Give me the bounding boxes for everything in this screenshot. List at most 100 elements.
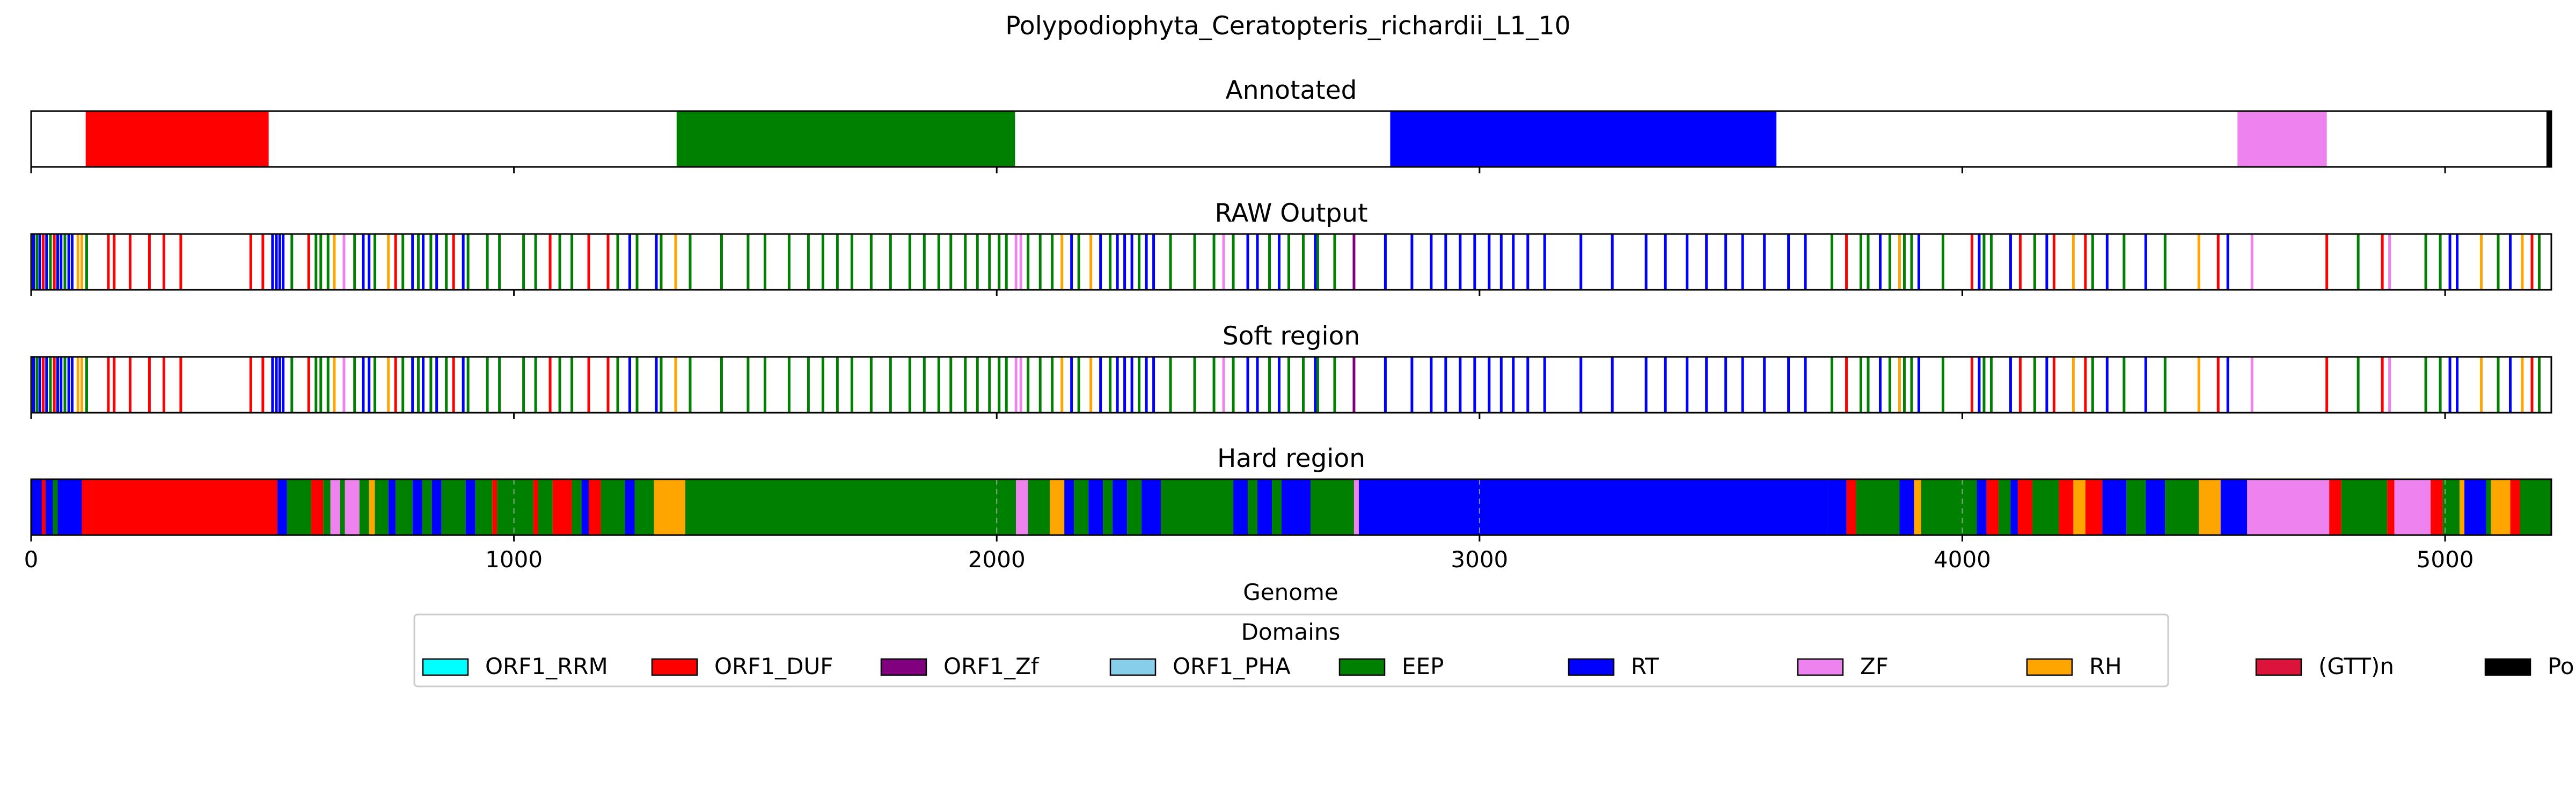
x-tick-label: 2000	[968, 546, 1026, 573]
legend-swatch	[651, 658, 698, 676]
segment-EEP	[1074, 479, 1089, 535]
segment-RT	[1088, 479, 1103, 535]
segment-EEP	[422, 479, 432, 535]
panel-annotated: Annotated	[30, 76, 2552, 173]
segment-ORF1_DUF	[2017, 479, 2032, 535]
segment-RT	[2464, 479, 2486, 535]
legend-entry-polia: PoliA	[2484, 653, 2576, 679]
segment-EEP	[441, 479, 466, 535]
chart-title: Polypodiophyta_Ceratopteris_richardii_L1…	[1005, 11, 1570, 41]
segment-RT	[431, 479, 442, 535]
legend-label: EEP	[1402, 653, 1444, 679]
segment-EEP	[340, 479, 345, 535]
panel-frame	[30, 478, 2552, 536]
segment-EEP	[2486, 479, 2491, 535]
segment-ZF	[2237, 111, 2327, 167]
segment-EEP	[475, 479, 493, 535]
segment-EEP	[1310, 479, 1354, 535]
legend-label: (GTT)n	[2318, 653, 2394, 679]
segment-ZF	[1016, 479, 1028, 535]
segment-RT	[1899, 479, 1914, 535]
legend-swatch	[1338, 658, 1386, 676]
segment-RT	[465, 479, 475, 535]
segment-ORF1_DUF	[552, 479, 572, 535]
x-axis-label: Genome	[1243, 579, 1338, 605]
segment-RT	[2102, 479, 2127, 535]
segment-RT	[581, 479, 589, 535]
panels-group: Annotated RAW Output Soft region Hard regio…	[30, 76, 2552, 541]
segment-RT	[1113, 479, 1128, 535]
segment-EEP	[396, 479, 413, 535]
segment-EEP	[53, 479, 58, 535]
segment-EEP	[685, 479, 997, 535]
segment-EEP	[601, 479, 625, 535]
legend-label: RH	[2089, 653, 2122, 679]
legend-swatch	[2026, 658, 2073, 676]
segment-RH	[369, 479, 375, 535]
segment-ORF1_DUF	[82, 479, 92, 535]
segment-RH	[2073, 479, 2085, 535]
segment-EEP	[1028, 479, 1050, 535]
legend-swatch	[880, 658, 927, 676]
legend: Domains ORF1_RRM ORF1_DUF ORF1_Zf ORF1_PHA E…	[413, 613, 2576, 687]
segment-RT	[412, 479, 422, 535]
segment-EEP	[359, 479, 369, 535]
segment-ORF1_DUF	[589, 479, 601, 535]
segment-RT	[388, 479, 396, 535]
segment-RT	[1282, 479, 1311, 535]
segment-ORF1_DUF	[2085, 479, 2103, 535]
panel-frame	[30, 356, 2552, 414]
segment-RH	[2491, 479, 2511, 535]
panel-soft-region: Soft region	[30, 321, 2552, 419]
segment-RT	[625, 479, 635, 535]
x-tick-label: 3000	[1451, 546, 1508, 573]
segment-RH	[2199, 479, 2221, 535]
segment-RT	[277, 479, 287, 535]
segment-PoliA	[2546, 111, 2551, 167]
segment-EEP	[997, 479, 1016, 535]
segment-RH	[2460, 479, 2465, 535]
segment-EEP	[2520, 479, 2551, 535]
segment-ORF1_DUF	[492, 479, 497, 535]
segment-EEP	[2032, 479, 2059, 535]
segment-ZF	[1353, 479, 1359, 535]
legend-entry-orf1-rrm: ORF1_RRM	[422, 653, 608, 679]
segment-ORF1_DUF	[1986, 479, 1999, 535]
legend-swatch	[2484, 658, 2531, 676]
segment-ORF1_DUF	[85, 111, 269, 167]
x-axis: 0 1000 2000 3000 4000 5000	[24, 546, 2474, 573]
segment-EEP	[375, 479, 389, 535]
panel-frame	[30, 110, 2552, 168]
legend-label: ORF1_DUF	[714, 653, 833, 679]
segment-RT	[1064, 479, 1074, 535]
legend-entry-orf1-duf: ORF1_DUF	[651, 653, 833, 679]
legend-entry-rh: RH	[2026, 653, 2122, 679]
segment-ORF1_DUF	[533, 479, 538, 535]
segment-RT	[1977, 479, 1987, 535]
segment-EEP	[1248, 479, 1258, 535]
x-tick-label: 5000	[2417, 546, 2474, 573]
legend-frame	[413, 613, 2169, 687]
segment-ORF1_DUF	[2329, 479, 2341, 535]
panel-frame	[30, 233, 2552, 291]
legend-label: RT	[1631, 653, 1659, 679]
segment-RH	[1050, 479, 1065, 535]
segment-ORF1_DUF	[2059, 479, 2074, 535]
legend-label: ORF1_PHA	[1173, 653, 1291, 679]
legend-swatch	[1109, 658, 1157, 676]
legend-entries: ORF1_RRM ORF1_DUF ORF1_Zf ORF1_PHA EEP RT ZF RH…	[422, 653, 2576, 679]
segment-RT	[1358, 479, 1827, 535]
segment-ZF	[2247, 479, 2330, 535]
panel-raw-output: RAW Output	[30, 199, 2552, 296]
segment-RH	[654, 479, 685, 535]
segment-RT	[2220, 479, 2248, 535]
segment-EEP	[1103, 479, 1113, 535]
segment-EEP	[497, 479, 533, 535]
x-tick-label: 0	[24, 546, 39, 573]
legend-entry-zf: ZF	[1797, 653, 1889, 679]
legend-swatch	[422, 658, 469, 676]
panel-background	[31, 234, 2551, 290]
panel-title: RAW Output	[1214, 199, 1367, 228]
segment-ORF1_DUF	[41, 479, 46, 535]
segment-EEP	[1272, 479, 1282, 535]
